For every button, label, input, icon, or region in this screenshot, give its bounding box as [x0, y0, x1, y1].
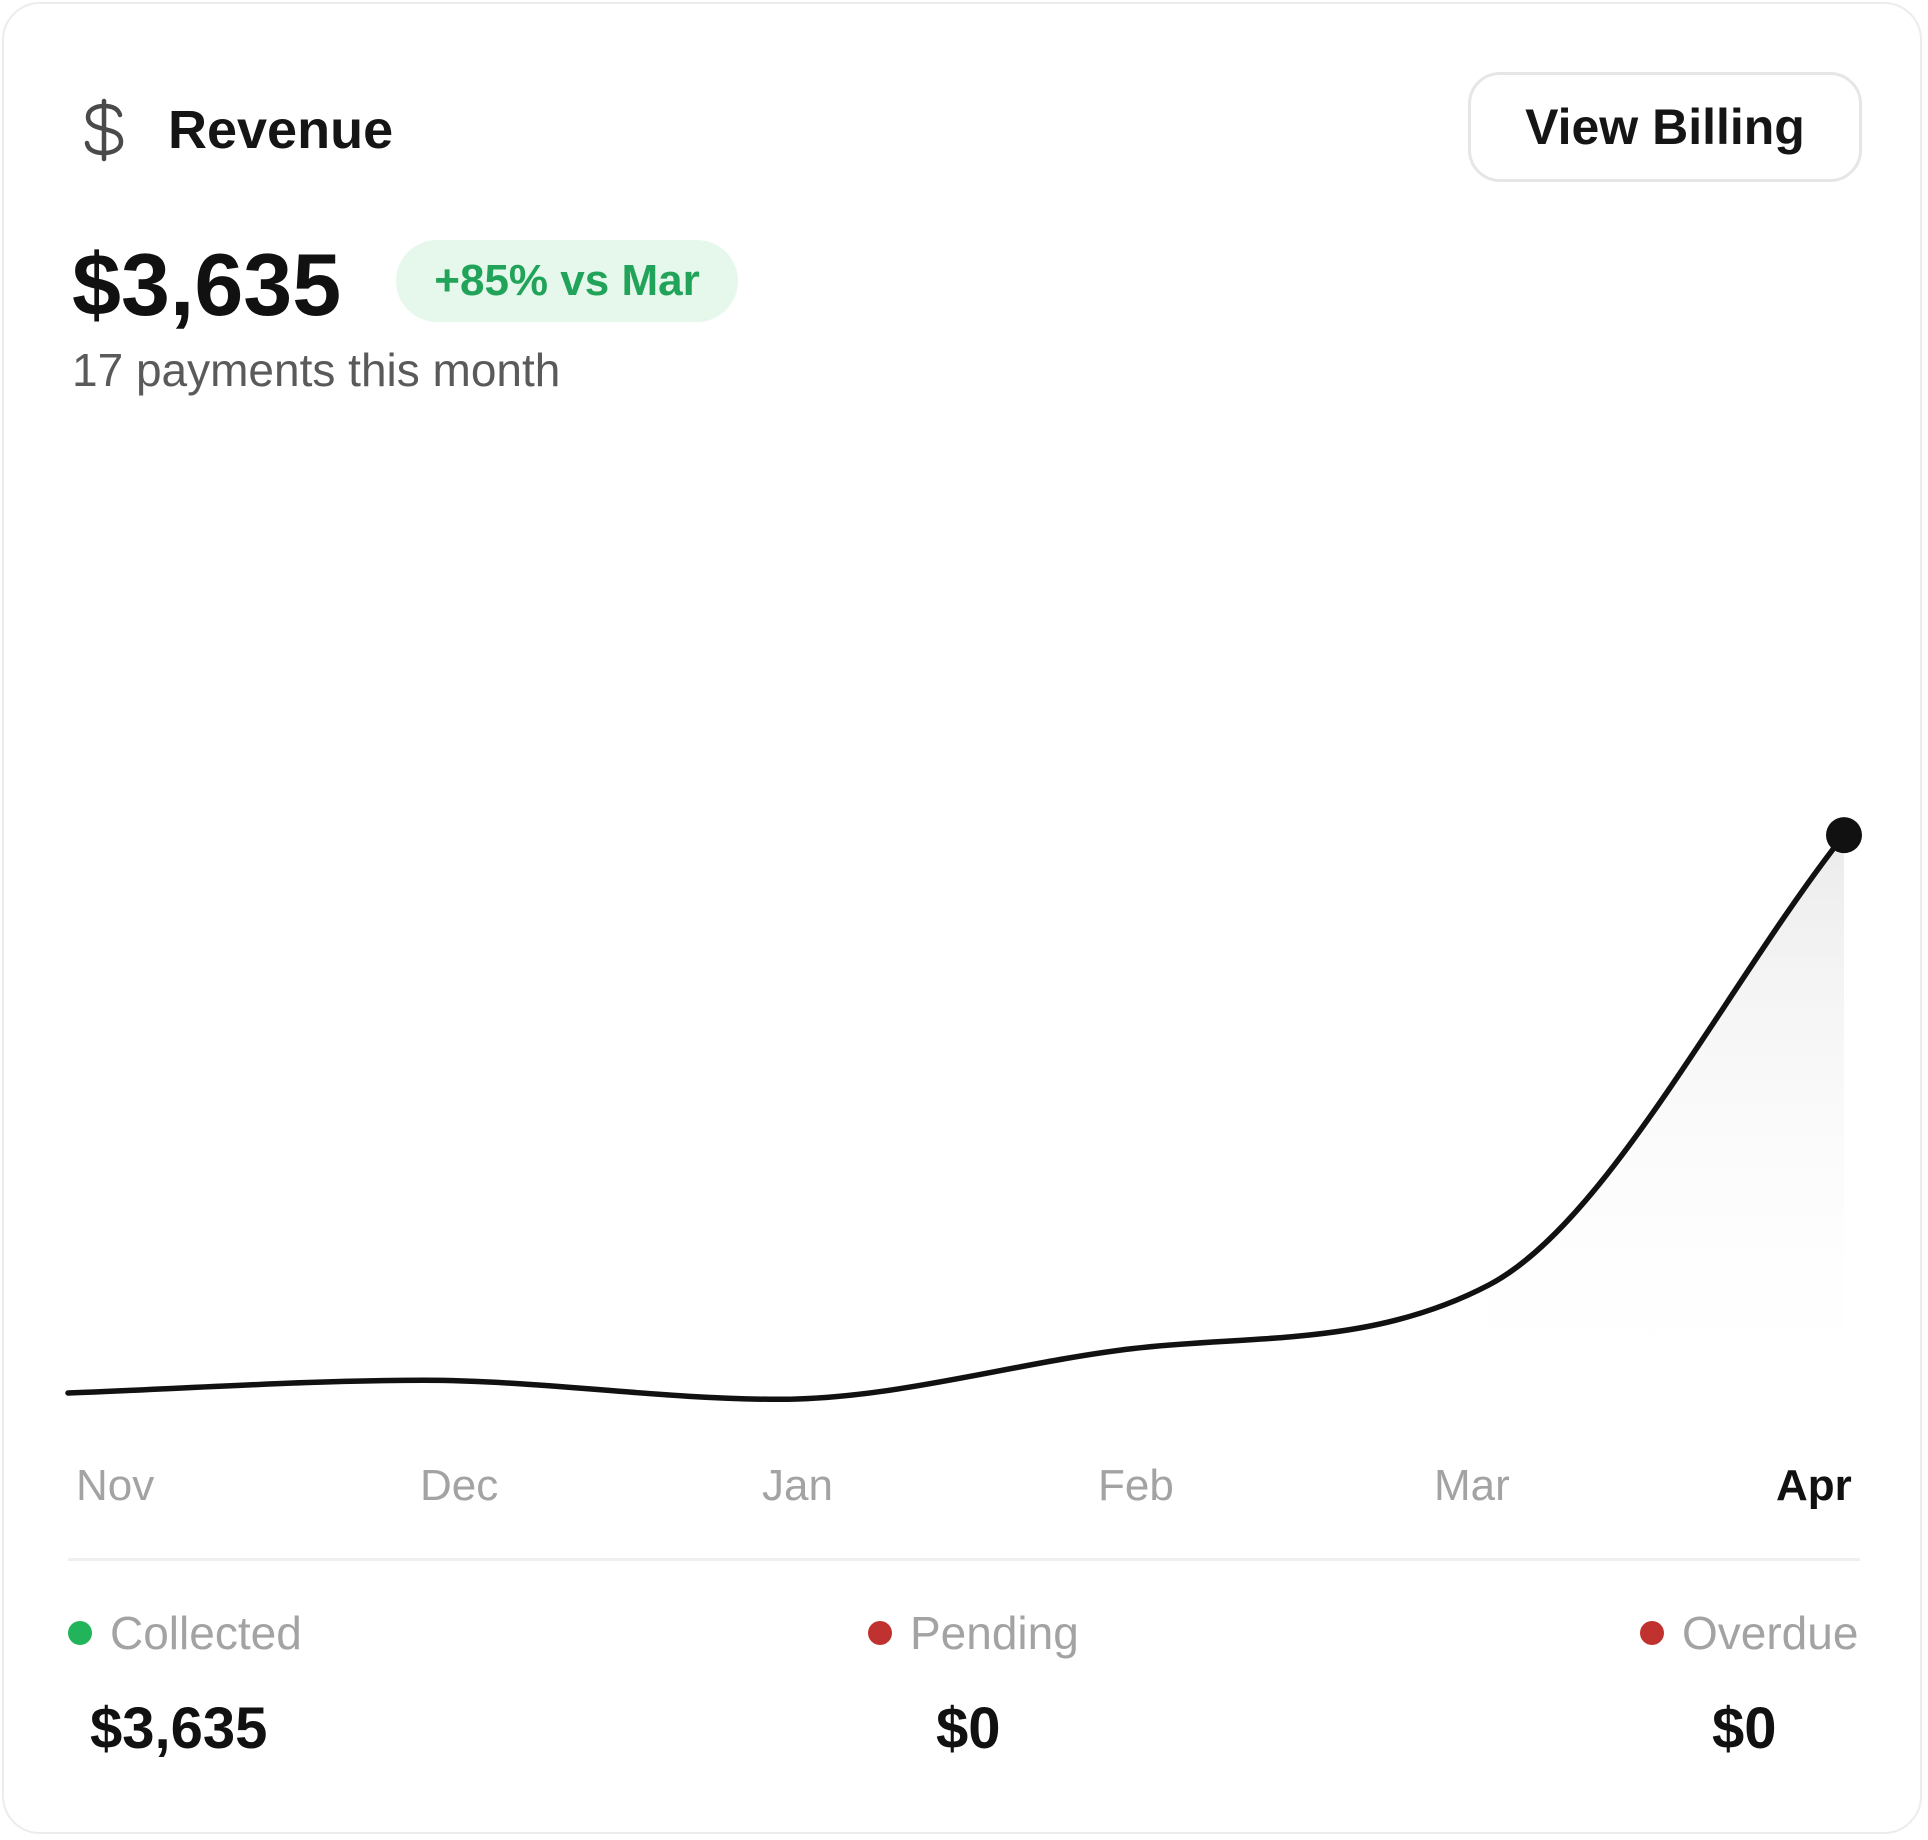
- stat-pending: Pending $0: [868, 1602, 1079, 1761]
- delta-badge: +85% vs Mar: [396, 240, 738, 322]
- stat-label-pending: Pending: [910, 1607, 1079, 1659]
- card-title: Revenue: [168, 100, 394, 160]
- stat-label-overdue: Overdue: [1682, 1607, 1859, 1659]
- collected-status-dot: [68, 1621, 92, 1645]
- pending-status-dot: [868, 1621, 892, 1645]
- stat-overdue: Overdue $0: [1640, 1602, 1859, 1761]
- stat-value-pending: $0: [936, 1696, 1001, 1761]
- overdue-status-dot: [1640, 1621, 1664, 1645]
- payments-subtitle: 17 payments this month: [72, 344, 561, 396]
- stat-collected: Collected $3,635: [68, 1602, 302, 1761]
- stat-value-collected: $3,635: [90, 1696, 268, 1761]
- x-label-mar: Mar: [1434, 1461, 1510, 1510]
- divider: [68, 1558, 1860, 1561]
- x-label-feb: Feb: [1098, 1461, 1174, 1510]
- revenue-total: $3,635: [72, 235, 342, 334]
- x-label-apr: Apr: [1776, 1461, 1852, 1510]
- dollar-icon: [76, 94, 132, 166]
- stat-value-overdue: $0: [1712, 1696, 1777, 1761]
- x-label-nov: Nov: [76, 1461, 155, 1510]
- x-label-jan: Jan: [762, 1461, 833, 1510]
- stat-label-collected: Collected: [110, 1607, 302, 1659]
- x-label-dec: Dec: [420, 1461, 499, 1510]
- view-billing-button[interactable]: View Billing: [1468, 72, 1862, 182]
